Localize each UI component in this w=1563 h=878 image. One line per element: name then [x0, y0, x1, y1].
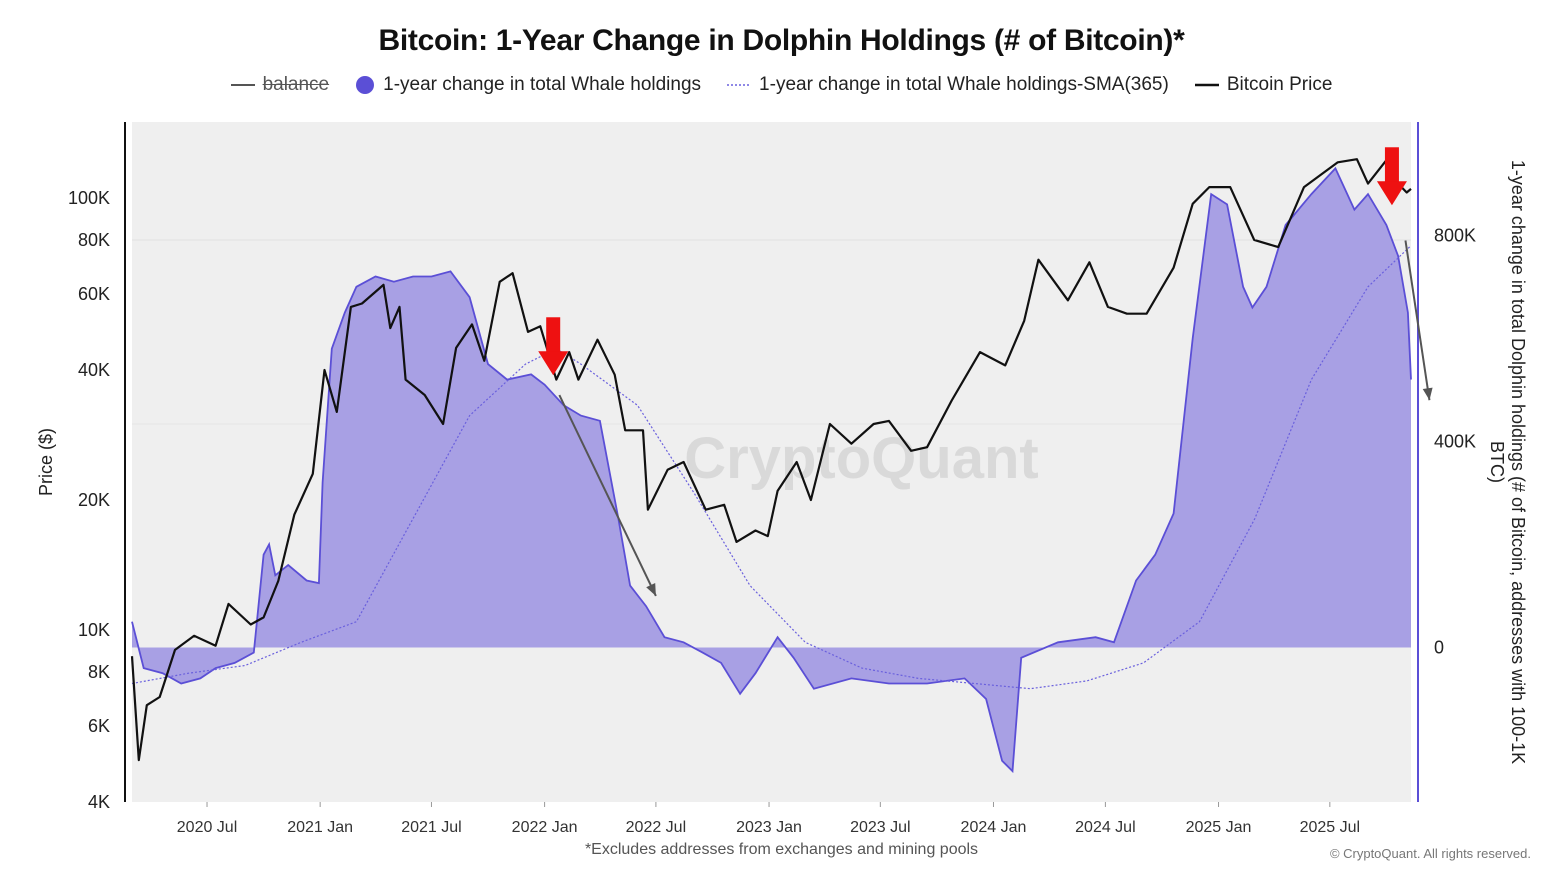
red-down-arrow	[1376, 147, 1407, 206]
x-tick-label: 2020 Jul	[177, 819, 238, 836]
gray-trend-arrow-head	[1422, 387, 1433, 401]
left-tick-label: 60K	[78, 284, 110, 304]
right-tick-label: 800K	[1434, 225, 1476, 245]
right-tick-label: 0	[1434, 637, 1444, 657]
copyright-credit: © CryptoQuant. All rights reserved.	[1329, 846, 1531, 861]
legend-item-whale-change[interactable]: 1-year change in total Whale holdings	[355, 74, 701, 96]
series-line-btc-price	[130, 155, 1412, 762]
x-tick-label: 2025 Jul	[1300, 819, 1361, 836]
red-arrow-shaft	[1384, 147, 1399, 184]
x-tick-label: 2022 Jan	[512, 819, 578, 836]
left-tick-label: 8K	[88, 662, 110, 682]
legend-dotted-line-icon	[727, 84, 752, 86]
left-tick-label: 6K	[88, 716, 110, 736]
x-tick-label: 2024 Jan	[961, 819, 1027, 836]
chart-title: Bitcoin: 1-Year Change in Dolphin Holdin…	[378, 24, 1185, 57]
legend-item-btc-price[interactable]: Bitcoin Price	[1194, 74, 1333, 96]
left-tick-label: 40K	[78, 360, 110, 380]
left-tick-label: 80K	[78, 230, 110, 250]
red-arrow-head	[538, 351, 569, 376]
legend-item-whale-sma[interactable]: 1-year change in total Whale holdings-SM…	[727, 74, 1169, 96]
x-tick-label: 2023 Jul	[850, 819, 911, 836]
red-arrow-head	[1376, 181, 1407, 206]
series-line-whale-sma	[131, 245, 1412, 690]
legend: balance 1-year change in total Whale hol…	[0, 74, 1563, 96]
x-tick-label: 2021 Jan	[287, 819, 353, 836]
gray-trend-arrow-line	[558, 394, 657, 597]
x-tick-label: 2023 Jan	[736, 819, 802, 836]
legend-item-balance[interactable]: balance	[230, 74, 330, 96]
legend-label-whale-change: 1-year change in total Whale holdings	[383, 74, 702, 95]
left-tick-label: 10K	[78, 620, 110, 640]
x-tick-label: 2024 Jul	[1075, 819, 1136, 836]
gray-trend-arrow-line	[1404, 240, 1431, 401]
footnote: *Excludes addresses from exchanges and m…	[584, 841, 979, 858]
legend-label-balance: balance	[262, 74, 330, 95]
left-tick-label: 100K	[68, 188, 110, 208]
red-arrow-shaft	[546, 317, 561, 354]
right-axis-title: 1-year change in total Dolphin holdings …	[1487, 160, 1528, 764]
red-down-arrow	[538, 317, 569, 376]
legend-line-icon	[230, 84, 255, 86]
left-tick-label: 4K	[88, 792, 110, 812]
series-line-whale-change	[131, 166, 1412, 774]
series-area-whale-change	[132, 168, 1411, 772]
watermark: CryptoQuant	[684, 426, 1038, 491]
right-tick-label: 400K	[1434, 431, 1476, 451]
left-tick-label: 20K	[78, 490, 110, 510]
legend-circle-icon	[356, 76, 375, 94]
left-axis-title: Price ($)	[36, 428, 56, 496]
legend-line-icon	[1194, 83, 1219, 87]
legend-label-btc-price: Bitcoin Price	[1226, 74, 1333, 95]
x-tick-label: 2022 Jul	[626, 819, 687, 836]
legend-label-whale-sma: 1-year change in total Whale holdings-SM…	[759, 74, 1169, 95]
gray-trend-arrow-head	[646, 582, 656, 596]
x-tick-label: 2021 Jul	[401, 819, 462, 836]
x-tick-label: 2025 Jan	[1186, 819, 1252, 836]
